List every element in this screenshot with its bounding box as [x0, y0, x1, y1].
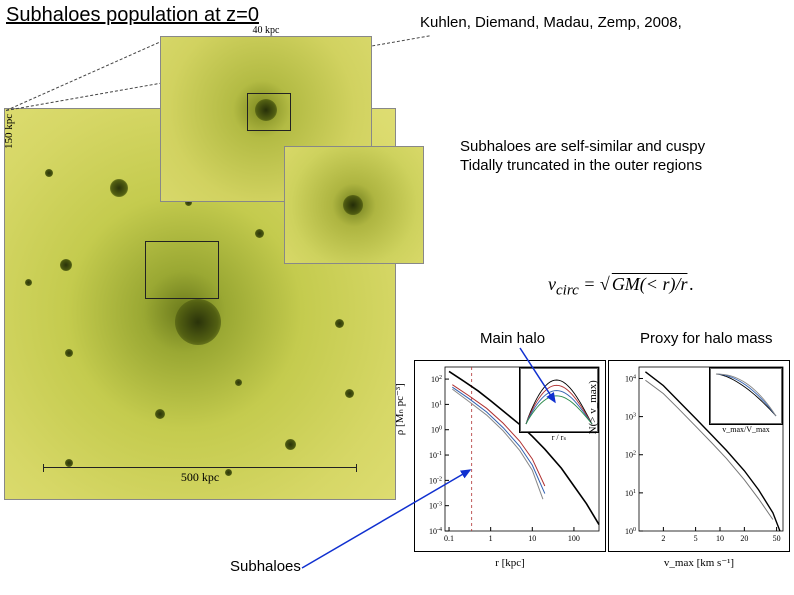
note-line-1: Subhaloes are self-similar and cuspy	[460, 138, 705, 157]
svg-text:10: 10	[528, 534, 536, 543]
chart-a-xlabel: r [kpc]	[415, 557, 605, 569]
vcirc-formula: vcirc = √GM(< r)/r.	[548, 274, 694, 300]
scalebar-main: 500 kpc	[43, 467, 357, 477]
formula-root-sym: √	[600, 274, 610, 294]
chart-b-inset-xlabel: v_max/V_max	[710, 425, 782, 434]
svg-text:10-3: 10-3	[429, 502, 442, 511]
svg-text:100: 100	[568, 534, 580, 543]
svg-text:0.1: 0.1	[444, 534, 454, 543]
notes-block: Subhaloes are self-similar and cuspy Tid…	[460, 138, 705, 176]
scalebar-side-text: 150 kpc	[3, 114, 15, 149]
dash-1	[6, 40, 164, 111]
svg-text:20: 20	[740, 534, 748, 543]
svg-text:5: 5	[694, 534, 698, 543]
chart-cumulative-vmax: 25102050100101102103104 N(> v_max) v_max…	[608, 360, 790, 552]
svg-text:100: 100	[431, 426, 442, 435]
chart-b-ylabel: N(> v_max)	[587, 380, 599, 434]
svg-text:10-1: 10-1	[429, 451, 442, 460]
chart-a-inset-xlabel: r / rₛ	[520, 433, 598, 442]
citation-text: Kuhlen, Diemand, Madau, Zemp, 2008,	[420, 14, 682, 31]
svg-text:100: 100	[625, 527, 636, 536]
scalebar-top-text: 40 kpc	[161, 25, 371, 36]
zoom-box-1	[145, 241, 219, 299]
formula-lhs: v	[548, 274, 556, 294]
note-line-2: Tidally truncated in the outer regions	[460, 157, 705, 176]
formula-sub: circ	[556, 283, 579, 299]
formula-dot: .	[689, 274, 694, 294]
formula-under-root: GM(< r)/r	[610, 274, 690, 295]
svg-text:104: 104	[625, 374, 636, 383]
chart-density-profile: 0.111010010-410-310-210-1100101102 ρ [Mₙ…	[414, 360, 606, 552]
chart-a-ylabel: ρ [Mₙ pc⁻³]	[393, 383, 406, 435]
label-main-halo: Main halo	[480, 330, 545, 347]
svg-text:10: 10	[716, 534, 724, 543]
chart-b-xlabel: v_max [km s⁻¹]	[609, 556, 789, 569]
chart-b-inset: v_max/V_max	[709, 367, 783, 425]
simulation-panel-inset-2	[284, 146, 424, 264]
svg-text:50: 50	[773, 534, 781, 543]
svg-text:10-4: 10-4	[429, 527, 442, 536]
svg-text:101: 101	[431, 400, 442, 409]
svg-text:102: 102	[431, 375, 442, 384]
svg-text:1: 1	[489, 534, 493, 543]
scalebar-main-text: 500 kpc	[43, 470, 357, 485]
svg-text:101: 101	[625, 489, 636, 498]
chart-b-inset-svg	[710, 368, 782, 424]
label-subhaloes: Subhaloes	[230, 558, 301, 575]
svg-text:2: 2	[661, 534, 665, 543]
formula-eq: =	[579, 274, 600, 294]
svg-text:103: 103	[625, 413, 636, 422]
page-title: Subhaloes population at z=0	[6, 4, 259, 27]
svg-text:10-2: 10-2	[429, 476, 442, 485]
svg-text:102: 102	[625, 451, 636, 460]
zoom-box-2	[247, 93, 291, 131]
label-proxy: Proxy for halo mass	[640, 330, 773, 347]
